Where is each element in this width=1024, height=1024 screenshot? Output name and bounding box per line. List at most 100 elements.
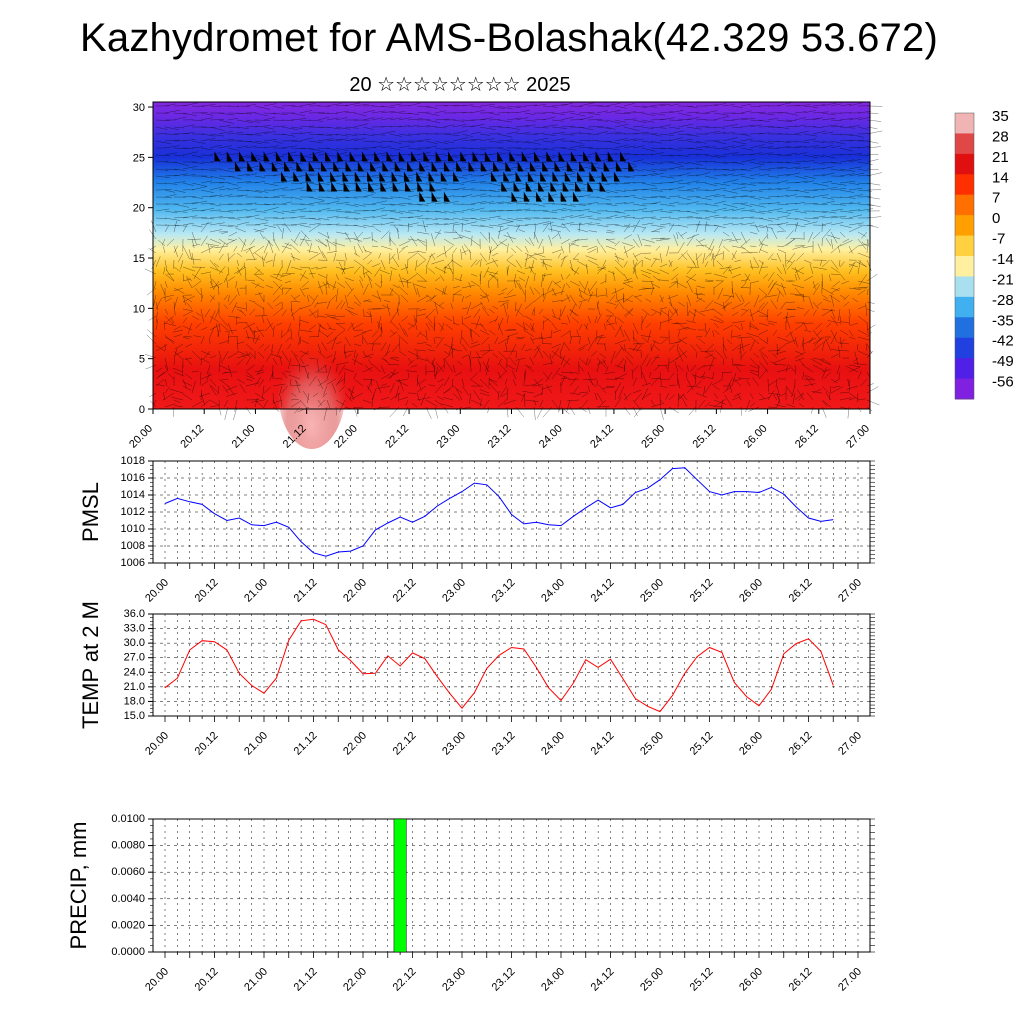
wind-flag xyxy=(259,161,266,172)
wind-flag xyxy=(566,161,573,172)
colorbar-label: 35 xyxy=(992,108,1009,125)
wind-flag xyxy=(251,151,258,162)
y-tick-label: 15 xyxy=(133,253,145,265)
wind-flag xyxy=(564,171,571,182)
wind-flag xyxy=(305,171,312,182)
wind-flag xyxy=(382,161,389,172)
wind-flag xyxy=(349,151,356,162)
colorbar-swatch xyxy=(955,194,974,216)
wind-flag xyxy=(552,171,559,182)
wind-flag xyxy=(595,151,602,162)
wind-flag xyxy=(536,191,543,202)
colorbar-label: -7 xyxy=(992,231,1005,248)
y-tick-label: 30 xyxy=(133,102,145,114)
wind-flag xyxy=(570,151,577,162)
x-tick-label: 22.00 xyxy=(341,966,369,994)
colorbar-label: 7 xyxy=(992,190,1000,207)
wind-flag xyxy=(583,151,590,162)
x-tick-label: 25.12 xyxy=(688,966,716,994)
y-tick-label: 1016 xyxy=(121,472,145,484)
x-tick-label: 23.00 xyxy=(440,966,468,994)
x-tick-label: 24.12 xyxy=(588,423,616,451)
colorbar-swatch xyxy=(955,276,974,298)
wind-flag xyxy=(440,171,447,182)
x-tick-label: 22.12 xyxy=(391,966,419,994)
y-tick-label: 0.0100 xyxy=(111,813,145,825)
y-tick-label: 0 xyxy=(139,404,145,416)
colorbar-label: 14 xyxy=(992,169,1009,186)
colorbar-swatch xyxy=(955,153,974,175)
wind-flag xyxy=(509,151,516,162)
pmsl-axis-title: PMSL xyxy=(78,482,103,542)
y-tick-label: 0.0080 xyxy=(111,840,145,852)
x-tick-label: 24.12 xyxy=(589,966,617,994)
y-tick-label: 0.0000 xyxy=(111,946,145,958)
wind-flag xyxy=(456,161,463,172)
wind-flag xyxy=(589,171,596,182)
wind-flag xyxy=(480,161,487,172)
wind-flag xyxy=(491,171,498,182)
colorbar-label: -35 xyxy=(992,312,1014,329)
wind-flag xyxy=(546,151,553,162)
wind-flag xyxy=(370,161,377,172)
pmsl-line xyxy=(164,467,834,557)
wind-flag xyxy=(447,151,454,162)
wind-flag xyxy=(601,171,608,182)
wind-flag xyxy=(527,171,534,182)
wind-flag xyxy=(443,191,450,202)
y-tick-label: 0.0060 xyxy=(111,866,145,878)
y-tick-label: 1006 xyxy=(121,557,145,569)
wind-vector-lines xyxy=(144,102,883,421)
x-tick-label: 20.00 xyxy=(143,577,171,605)
wind-flag xyxy=(331,181,338,192)
wind-flag xyxy=(417,181,424,192)
x-tick-label: 22.00 xyxy=(341,577,369,605)
x-tick-label: 21.00 xyxy=(242,966,270,994)
wind-flag xyxy=(300,151,307,162)
wind-flag xyxy=(411,151,418,162)
colorbar-swatch xyxy=(955,317,974,339)
y-tick-label: 1008 xyxy=(121,540,145,552)
y-tick-label: 36.0 xyxy=(124,608,145,620)
wind-flag xyxy=(472,151,479,162)
wind-flag xyxy=(226,151,233,162)
wind-flag xyxy=(343,181,350,192)
x-tick-label: 27.00 xyxy=(836,730,864,758)
x-tick-label: 23.00 xyxy=(440,730,468,758)
x-tick-label: 20.00 xyxy=(143,966,171,994)
wind-flag xyxy=(548,191,555,202)
y-tick-label: 1018 xyxy=(121,455,145,467)
colorbar-swatch xyxy=(955,358,974,380)
wind-flag xyxy=(419,161,426,172)
y-tick-label: 18.0 xyxy=(124,695,145,707)
x-tick-label: 22.12 xyxy=(383,423,411,451)
wind-flag xyxy=(575,181,582,192)
wind-flag xyxy=(538,181,545,192)
x-tick-label: 27.00 xyxy=(844,423,872,451)
wind-flag xyxy=(599,181,606,192)
wind-flag xyxy=(361,151,368,162)
wind-flag xyxy=(534,151,541,162)
x-tick-label: 25.00 xyxy=(638,577,666,605)
wind-flag xyxy=(284,161,291,172)
x-tick-label: 27.00 xyxy=(836,966,864,994)
wind-flag xyxy=(407,161,414,172)
y-tick-label: 5 xyxy=(139,354,145,366)
wind-flag xyxy=(357,161,364,172)
y-tick-label: 33.0 xyxy=(124,623,145,635)
colorbar-label: 28 xyxy=(992,128,1009,145)
wind-flag xyxy=(540,171,547,182)
x-tick-label: 26.12 xyxy=(787,577,815,605)
y-tick-label: 25 xyxy=(133,152,145,164)
colorbar-swatch xyxy=(955,113,974,134)
x-tick-label: 23.12 xyxy=(490,730,518,758)
wind-flag xyxy=(607,151,614,162)
y-tick-label: 1012 xyxy=(121,506,145,518)
colorbar-swatch xyxy=(955,133,974,155)
colorbar-label: 0 xyxy=(992,210,1000,227)
precip-bar xyxy=(393,818,407,953)
wind-flag xyxy=(501,181,508,192)
x-tick-label: 25.00 xyxy=(638,966,666,994)
wind-flag xyxy=(523,191,530,202)
wind-flag xyxy=(579,161,586,172)
